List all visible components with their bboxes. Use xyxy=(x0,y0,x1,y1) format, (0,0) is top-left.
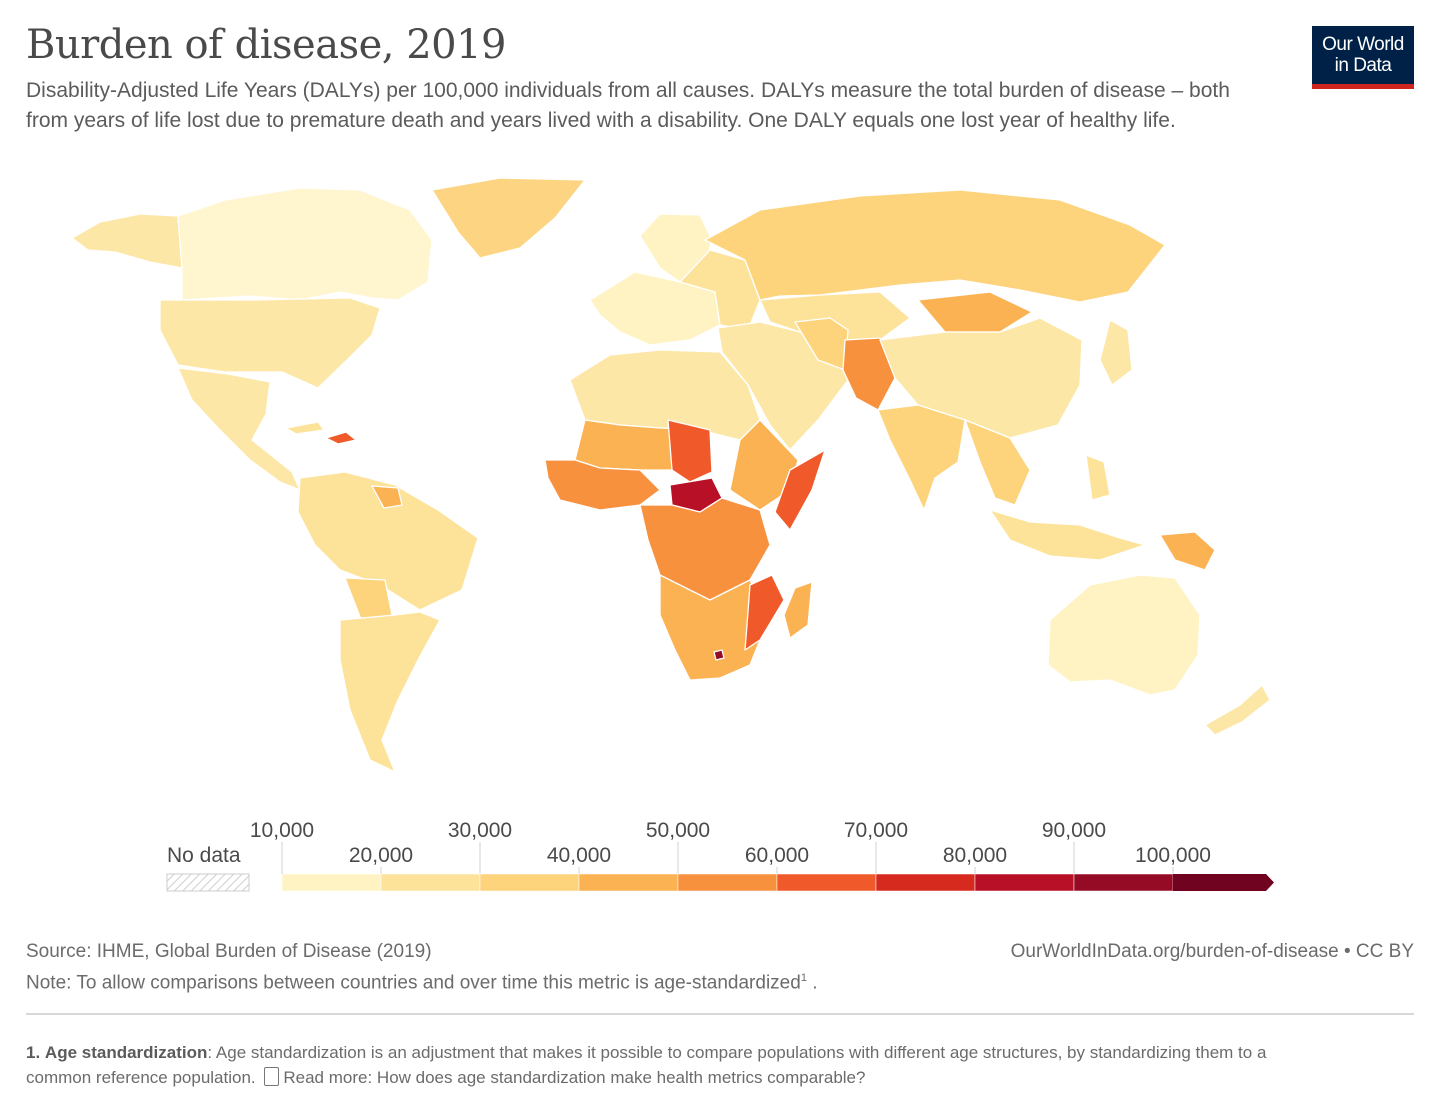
region-india[interactable] xyxy=(877,404,966,511)
region-usa[interactable] xyxy=(159,297,381,389)
legend-tick-label: 80,000 xyxy=(943,844,1007,867)
footnote-number: 1. xyxy=(26,1043,41,1062)
region-australia[interactable] xyxy=(1047,574,1201,696)
region-greenland[interactable] xyxy=(431,177,586,259)
region-western-europe[interactable] xyxy=(589,271,721,346)
legend-bin[interactable] xyxy=(776,873,877,892)
owid-logo[interactable]: Our World in Data xyxy=(1312,26,1414,89)
source-block: Source: IHME, Global Burden of Disease (… xyxy=(26,941,818,994)
color-legend: 10,000 30,000 50,000 70,000 90,000 20,000 40,… xyxy=(166,819,1274,892)
region-philippines[interactable] xyxy=(1085,454,1111,501)
region-japan[interactable] xyxy=(1099,319,1133,386)
legend-tick-label: 70,000 xyxy=(844,819,908,842)
legend-bin[interactable] xyxy=(677,873,778,892)
chart-title: Burden of disease, 2019 xyxy=(26,22,507,68)
document-icon xyxy=(264,1067,280,1086)
region-caribbean[interactable] xyxy=(325,431,357,445)
legend-tick-label: 100,000 xyxy=(1135,844,1211,867)
note-superscript[interactable]: 1 xyxy=(800,972,807,984)
region-mongolia[interactable] xyxy=(917,291,1033,333)
region-mexico-central-america[interactable] xyxy=(177,367,301,491)
legend-bin[interactable] xyxy=(1073,873,1174,892)
region-central-africa[interactable] xyxy=(639,497,771,601)
region-russia[interactable] xyxy=(704,189,1166,303)
legend-tick-label: 30,000 xyxy=(448,819,512,842)
legend-bin[interactable] xyxy=(281,873,382,892)
world-map xyxy=(71,177,1271,773)
logo-line-1: Our World xyxy=(1322,34,1404,55)
region-papua-new-guinea[interactable] xyxy=(1159,531,1216,571)
region-south-america-south[interactable] xyxy=(339,611,441,773)
legend-no-data-label: No data xyxy=(167,844,241,867)
legend-bin[interactable] xyxy=(1173,874,1274,891)
region-southeast-asia[interactable] xyxy=(964,419,1031,506)
legend-no-data-swatch xyxy=(166,873,250,892)
region-lesotho[interactable] xyxy=(713,649,725,661)
legend-bin[interactable] xyxy=(578,873,679,892)
legend-bin[interactable] xyxy=(479,873,580,892)
region-china[interactable] xyxy=(879,317,1083,439)
region-somalia[interactable] xyxy=(774,449,826,531)
footnote-term: Age standardization xyxy=(44,1043,208,1062)
legend-tick-label: 10,000 xyxy=(250,819,314,842)
region-alaska[interactable] xyxy=(71,213,183,269)
region-new-zealand[interactable] xyxy=(1204,684,1271,736)
legend-tick-label: 50,000 xyxy=(646,819,710,842)
legend-bin[interactable] xyxy=(974,873,1075,892)
legend-tick-label: 60,000 xyxy=(745,844,809,867)
source-text: Source: IHME, Global Burden of Disease (… xyxy=(26,941,432,962)
region-chad-sudan[interactable] xyxy=(667,419,713,483)
region-southern-africa[interactable] xyxy=(659,574,769,681)
region-west-africa[interactable] xyxy=(544,459,661,511)
region-cuba[interactable] xyxy=(285,421,325,435)
footnote-read-more[interactable]: Read more: How does age standardization … xyxy=(283,1068,866,1087)
legend-tick-label: 20,000 xyxy=(349,844,413,867)
chart-subtitle: Disability-Adjusted Life Years (DALYs) p… xyxy=(26,79,1230,132)
legend-bin[interactable] xyxy=(875,873,976,892)
region-south-america-north[interactable] xyxy=(297,471,479,611)
site-link[interactable]: OurWorldInData.org/burden-of-disease • C… xyxy=(1010,941,1414,962)
footnote-text: Age standardization is an adjustment tha… xyxy=(26,1043,1267,1087)
region-madagascar[interactable] xyxy=(783,581,813,639)
region-guyana[interactable] xyxy=(371,485,403,509)
logo-line-2: in Data xyxy=(1334,55,1392,76)
region-canada[interactable] xyxy=(177,187,433,301)
region-mozambique[interactable] xyxy=(744,574,785,651)
legend-tick-label: 40,000 xyxy=(547,844,611,867)
note-text: Note: To allow comparisons between count… xyxy=(26,972,801,994)
legend-tick-label: 90,000 xyxy=(1042,819,1106,842)
footnote: 1. Age standardization: Age standardizat… xyxy=(26,1043,1267,1087)
region-indonesia[interactable] xyxy=(989,509,1146,561)
footer-divider xyxy=(26,1013,1414,1015)
legend-bin[interactable] xyxy=(380,873,481,892)
region-eastern-europe[interactable] xyxy=(679,249,761,331)
